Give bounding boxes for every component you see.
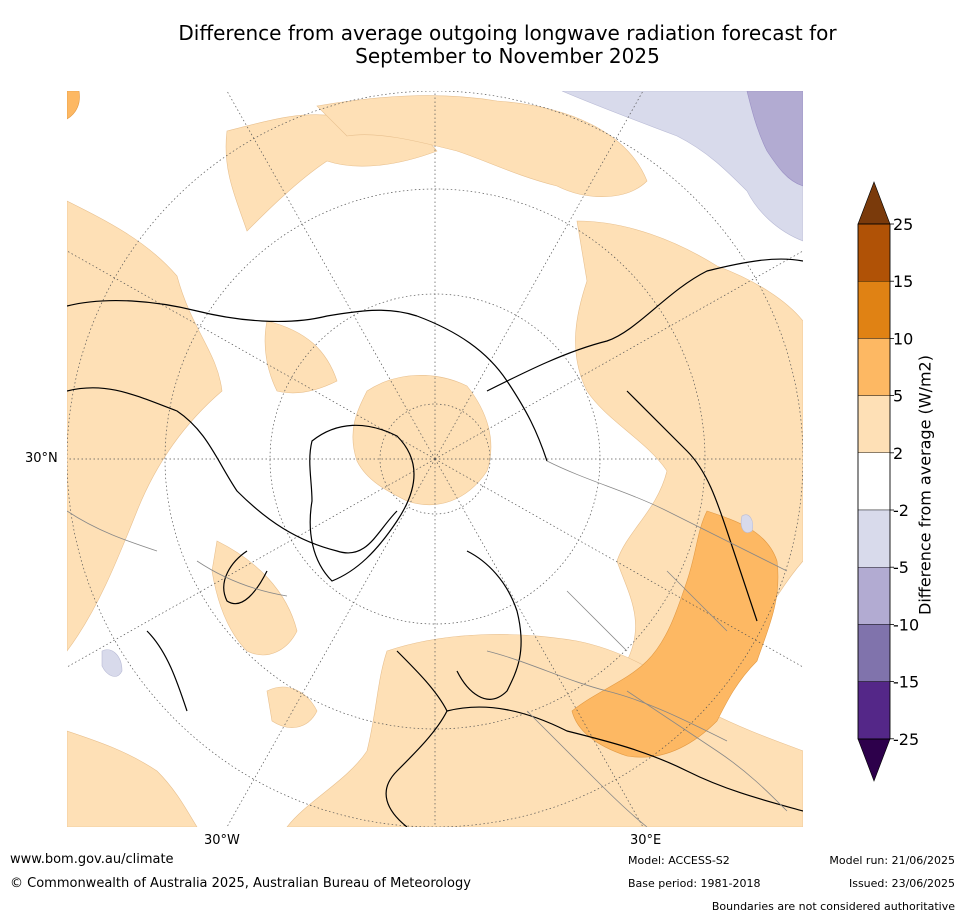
colorbar-tick-label: -5: [893, 558, 909, 577]
longitude-label-30w: 30°W: [204, 833, 240, 848]
colorbar-tick-label: -10: [893, 615, 919, 634]
coastlines: [67, 258, 803, 827]
colorbar-tick-label: 10: [893, 329, 913, 348]
colorbar: 25 15 10 5 2 -2 -5 -10 -15 -25: [855, 180, 965, 790]
colorbar-tick-label: -15: [893, 673, 919, 692]
anomaly-purple-region: [746, 91, 803, 187]
anomaly-light-orange-regions: [67, 95, 803, 827]
colorbar-box: [857, 567, 891, 625]
map-svg: [67, 91, 803, 827]
graticule: [67, 91, 803, 827]
colorbar-box: [857, 338, 891, 396]
colorbar-box: [857, 395, 891, 454]
colorbar-tick-label: 25: [893, 215, 913, 234]
colorbar-outline: [857, 223, 891, 740]
anomaly-lavender-regions: [101, 91, 803, 677]
longitude-label-30e: 30°E: [630, 833, 662, 848]
colorbar-svg: 25 15 10 5 2 -2 -5 -10 -15 -25: [857, 181, 919, 782]
website-url: www.bom.gov.au/climate: [10, 852, 174, 867]
colorbar-extend-bottom: [857, 738, 891, 782]
colorbar-box: [857, 452, 891, 511]
issued-date: Issued: 23/06/2025: [848, 877, 955, 890]
colorbar-tick-label: -2: [893, 501, 909, 520]
copyright-text: © Commonwealth of Australia 2025, Austra…: [10, 876, 471, 891]
base-period: Base period: 1981-2018: [628, 877, 761, 890]
colorbar-tick-label: -25: [893, 730, 919, 749]
map-panel: [67, 91, 803, 827]
colorbar-tick-label: 15: [893, 272, 913, 291]
model-run-date: Model run: 21/06/2025: [829, 854, 955, 867]
colorbar-box: [857, 223, 891, 282]
map-title: Difference from average outgoing longwav…: [60, 22, 955, 68]
title-line-2: September to November 2025: [355, 44, 660, 68]
colorbar-tick-label: 5: [893, 387, 903, 406]
colorbar-box: [857, 509, 891, 568]
latitude-label-30n: 30°N: [25, 451, 58, 466]
colorbar-box: [857, 681, 891, 740]
colorbar-box: [857, 624, 891, 682]
country-borders: [67, 460, 788, 827]
colorbar-extend-top: [857, 181, 891, 225]
colorbar-box: [857, 280, 891, 339]
colorbar-tick-label: 2: [893, 444, 903, 463]
title-line-1: Difference from average outgoing longwav…: [178, 21, 837, 45]
model-name: Model: ACCESS-S2: [628, 854, 730, 867]
colorbar-label: Difference from average (W/m2): [915, 355, 935, 615]
boundary-disclaimer: Boundaries are not considered authoritat…: [711, 900, 955, 913]
